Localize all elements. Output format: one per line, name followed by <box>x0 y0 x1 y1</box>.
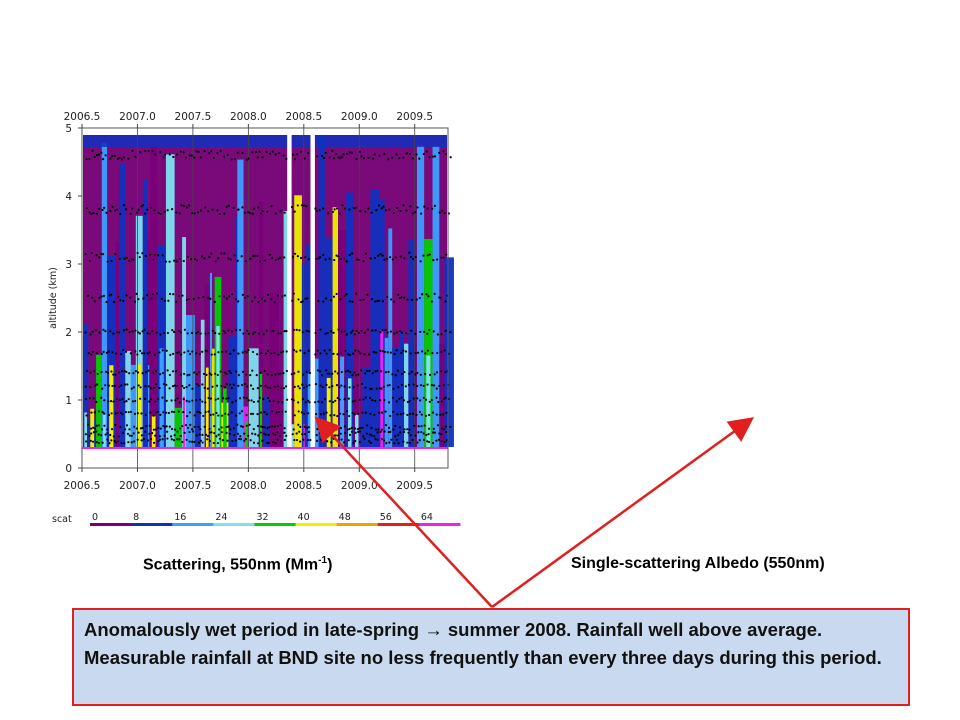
colorbar-tick-label: 0 <box>92 512 98 523</box>
colorbar-segment <box>213 523 255 526</box>
colorbar-tick-label: 8 <box>133 512 139 523</box>
colorbar-segment <box>336 523 379 526</box>
y-tick-label: 1 <box>65 395 72 407</box>
scattering-caption-sup: -1 <box>318 555 328 566</box>
colorbar-segment <box>377 523 420 526</box>
colorbar-tick-label: 40 <box>298 512 310 523</box>
x-tick-label-top: 2007.0 <box>119 111 156 123</box>
y-axis-label: altitude (km) <box>48 267 59 329</box>
y-tick-label: 4 <box>65 191 72 203</box>
x-tick-label-top: 2009.0 <box>341 111 378 123</box>
x-tick-label-bottom: 2009.0 <box>341 480 378 492</box>
colorbar-segment <box>254 523 297 526</box>
y-tick-label: 0 <box>65 463 72 475</box>
scattering-caption: Scattering, 550nm (Mm-1) <box>143 555 332 574</box>
x-tick-label-bottom: 2007.5 <box>175 480 212 492</box>
scattering-plot-svg: 2006.52006.52007.02007.02007.52007.52008… <box>48 111 461 526</box>
x-tick-label-bottom: 2009.5 <box>396 480 433 492</box>
x-tick-label-top: 2008.0 <box>230 111 267 123</box>
x-tick-label-top: 2009.5 <box>396 111 433 123</box>
colorbar-label: scat <box>52 514 72 525</box>
y-tick-label: 2 <box>65 327 72 339</box>
y-tick-label: 3 <box>65 259 72 271</box>
colorbar-segment <box>295 523 338 526</box>
x-tick-label-bottom: 2007.0 <box>119 480 156 492</box>
arrow-to-albedo-plot <box>491 417 755 609</box>
colorbar-tick-label: 16 <box>174 512 186 523</box>
colorbar-segment <box>90 523 132 526</box>
x-tick-label-top: 2008.5 <box>285 111 322 123</box>
x-tick-label-bottom: 2006.5 <box>64 480 101 492</box>
colorbar-tick-label: 24 <box>215 512 227 523</box>
x-tick-label-top: 2006.5 <box>64 111 101 123</box>
y-tick-label: 5 <box>65 123 72 135</box>
x-tick-label-bottom: 2008.5 <box>285 480 322 492</box>
x-tick-label-top: 2007.5 <box>175 111 212 123</box>
scattering-caption-prefix: Scattering, 550nm (Mm <box>143 556 319 574</box>
x-tick-label-bottom: 2008.0 <box>230 480 267 492</box>
arrow-to-scattering-plot <box>314 416 493 608</box>
colorbar-segment <box>131 523 173 526</box>
colorbar-tick-label: 56 <box>380 512 392 523</box>
colorbar-segment <box>418 523 461 526</box>
scattering-plot: 2006.5 2006.5 2007.0 2007.0 2007.5 2007.5 2008… <box>0 0 480 540</box>
annotation-text: Anomalously wet period in late-spring → … <box>84 619 882 668</box>
data-gap <box>310 129 315 450</box>
data-gap <box>287 129 292 450</box>
colorbar-tick-label: 48 <box>339 512 351 523</box>
colorbar-tick-label: 64 <box>421 512 433 523</box>
colorbar-segment <box>172 523 214 526</box>
annotation-box: Anomalously wet period in late-spring → … <box>72 608 910 706</box>
profile-dots <box>84 149 452 445</box>
colorbar-tick-label: 32 <box>256 512 268 523</box>
scattering-caption-suffix: ) <box>327 556 333 574</box>
albedo-caption: Single-scattering Albedo (550nm) <box>571 555 825 572</box>
